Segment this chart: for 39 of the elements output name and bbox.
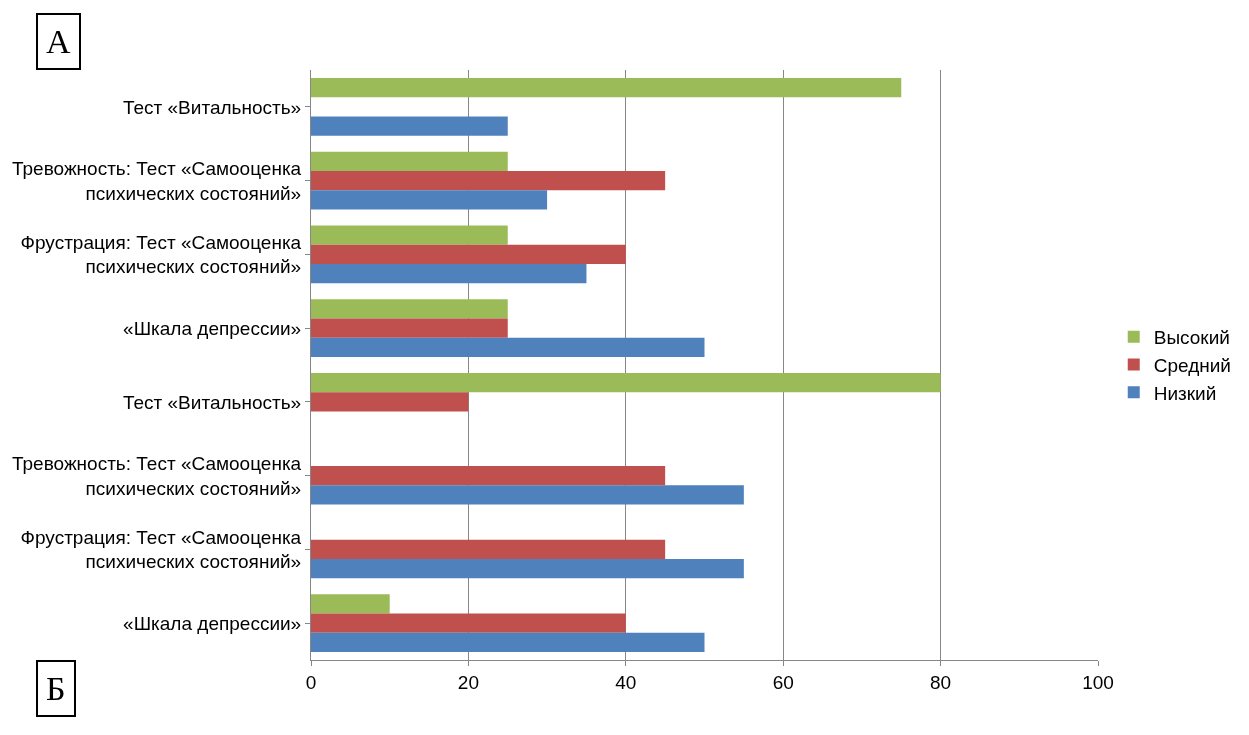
legend-label: Высокий (1153, 327, 1230, 349)
text: Б (46, 670, 66, 707)
bar (311, 244, 626, 264)
x-tick-label: 40 (615, 671, 637, 693)
y-tick-label: Тест «Витальность» (122, 96, 302, 118)
bar (311, 594, 390, 614)
y-tick-label: «Шкала депрессии» (123, 317, 302, 339)
bar (311, 373, 941, 393)
bar (311, 116, 508, 136)
y-tick-label: Фрустрация: Тест «Самооценка психических состояний» (20, 526, 302, 573)
y-tick-label: «Шкала депрессии» (123, 612, 302, 634)
bar (311, 171, 666, 191)
legend-label: Средний (1153, 354, 1231, 376)
bar (311, 466, 666, 486)
x-tick-label: 100 (1082, 671, 1114, 693)
bar (311, 78, 902, 98)
bar (311, 225, 508, 245)
x-tick-label: 0 (305, 671, 317, 693)
bar (311, 632, 705, 652)
bar (311, 318, 508, 338)
y-tick-label: Тревожность: Тест «Самооценка психических состояний» (11, 157, 302, 204)
bar (311, 299, 508, 319)
bar (311, 190, 548, 210)
y-tick-label: Тревожность: Тест «Самооценка психических состояний» (11, 452, 302, 499)
bar (311, 485, 744, 505)
bar (311, 613, 626, 633)
bar (311, 539, 666, 559)
x-tick-label: 80 (930, 671, 952, 693)
bar (311, 151, 508, 172)
bar (311, 263, 587, 284)
y-tick-label: Фрустрация: Тест «Самооценка психических состояний» (20, 231, 302, 278)
bar (311, 558, 744, 579)
legend-label: Низкий (1153, 382, 1217, 404)
bar (311, 337, 705, 357)
y-tick-label: Тест «Витальность» (122, 391, 302, 413)
x-tick-label: 20 (457, 671, 479, 693)
bar (311, 392, 469, 412)
text: А (46, 23, 71, 60)
x-tick-label: 60 (772, 671, 794, 693)
